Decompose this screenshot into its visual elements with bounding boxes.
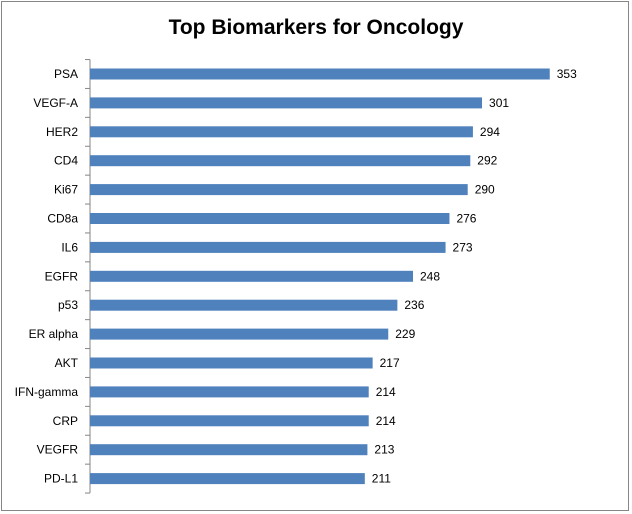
value-label: 217: [380, 356, 400, 370]
bar-ifn-gamma: [90, 386, 369, 398]
category-label: EGFR: [45, 269, 79, 283]
bars: [90, 68, 550, 485]
category-label: IFN-gamma: [15, 385, 79, 399]
bar-pd-l1: [90, 473, 365, 485]
category-label: Ki67: [54, 183, 78, 197]
category-label: PSA: [54, 67, 78, 81]
bar-er-alpha: [90, 328, 389, 340]
value-label: 273: [453, 240, 473, 254]
category-label: VEGFR: [37, 443, 79, 457]
category-ticks: [85, 59, 90, 494]
value-label: 290: [475, 183, 495, 197]
chart-title: Top Biomarkers for Oncology: [168, 16, 464, 39]
value-label: 214: [376, 385, 396, 399]
category-label: CD8a: [47, 212, 78, 226]
bar-akt: [90, 357, 373, 369]
bar-vegf-a: [90, 97, 483, 109]
bar-p53: [90, 299, 398, 311]
value-label: 292: [477, 154, 497, 168]
value-label: 214: [376, 414, 396, 428]
bar-crp: [90, 415, 369, 427]
value-label: 229: [395, 327, 415, 341]
value-label: 294: [480, 125, 500, 139]
category-label: VEGF-A: [33, 96, 78, 110]
category-label: CRP: [53, 414, 78, 428]
bar-egfr: [90, 270, 413, 282]
category-label: AKT: [55, 356, 79, 370]
bar-her2: [90, 126, 473, 138]
value-label: 301: [489, 96, 509, 110]
bar-vegfr: [90, 444, 368, 456]
bar-cd4: [90, 155, 471, 167]
bar-psa: [90, 68, 550, 80]
bar-ki67: [90, 184, 468, 196]
value-label: 213: [374, 443, 394, 457]
bar-cd8a: [90, 213, 450, 224]
value-label: 211: [372, 472, 391, 486]
category-label: IL6: [61, 240, 78, 254]
value-labels: 353 301 294 292 290 276 273 248 236 229 217 214 214 2…: [372, 67, 577, 486]
category-label: PD-L1: [44, 472, 78, 486]
category-label: CD4: [54, 154, 78, 168]
value-label: 236: [404, 298, 424, 312]
category-label: p53: [58, 298, 78, 312]
category-labels: PSA VEGF-A HER2 CD4 Ki67 CD8a IL6 EGFR p53 ER alp…: [15, 67, 79, 486]
value-label: 353: [557, 67, 577, 81]
category-label: ER alpha: [29, 327, 79, 341]
bar-il6: [90, 241, 446, 253]
value-label: 248: [420, 269, 440, 283]
category-label: HER2: [46, 125, 78, 139]
value-label: 276: [456, 212, 476, 226]
